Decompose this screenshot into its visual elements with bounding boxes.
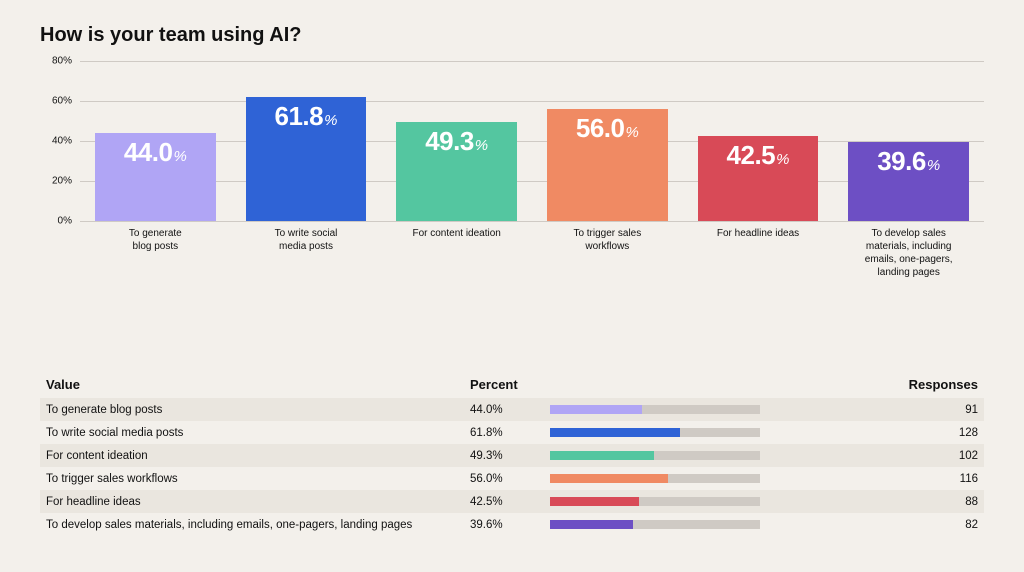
col-header-responses: Responses — [780, 377, 984, 392]
table-row: For headline ideas42.5% 88 — [40, 490, 984, 513]
bar-slot: 61.8%To write socialmedia posts — [231, 61, 382, 221]
page: How is your team using AI? 0% 20% 40% 60% 80… — [0, 0, 1024, 572]
mini-bar-fill — [550, 474, 668, 483]
mini-bar-track — [550, 428, 760, 437]
cell-value: For headline ideas — [40, 496, 470, 508]
bar-value-number: 44.0 — [124, 137, 173, 168]
cell-responses: 91 — [780, 404, 984, 416]
cell-value: To generate blog posts — [40, 404, 470, 416]
bar-value-label: 61.8% — [246, 101, 367, 132]
bar-value-number: 56.0 — [576, 113, 625, 144]
table-row: For content ideation49.3% 102 — [40, 444, 984, 467]
bar-value-number: 61.8 — [275, 101, 324, 132]
table-row: To trigger sales workflows56.0% 116 — [40, 467, 984, 490]
cell-percent: 61.8% — [470, 427, 550, 439]
col-header-value: Value — [40, 377, 470, 392]
cell-mini-bar — [550, 474, 780, 483]
bar: 42.5% — [698, 136, 819, 221]
table-header-row: Value Percent Responses — [40, 373, 984, 398]
bar-slot: 39.6%To develop salesmaterials, includin… — [833, 61, 984, 221]
bar-value-label: 44.0% — [95, 137, 216, 168]
mini-bar-track — [550, 520, 760, 529]
bar-value-label: 56.0% — [547, 113, 668, 144]
bar-slot: 42.5%For headline ideas — [683, 61, 834, 221]
y-tick-label: 0% — [58, 216, 72, 227]
page-title: How is your team using AI? — [40, 24, 984, 47]
cell-percent: 44.0% — [470, 404, 550, 416]
cell-responses: 116 — [780, 473, 984, 485]
bar: 61.8% — [246, 97, 367, 221]
percent-icon: % — [475, 137, 488, 154]
bar-caption: For content ideation — [397, 227, 517, 240]
percent-icon: % — [625, 124, 638, 141]
bar-caption: To develop salesmaterials, includingemai… — [849, 227, 969, 279]
mini-bar-fill — [550, 520, 633, 529]
bar-caption: For headline ideas — [698, 227, 818, 240]
mini-bar-fill — [550, 428, 680, 437]
cell-mini-bar — [550, 451, 780, 460]
table-row: To write social media posts61.8% 128 — [40, 421, 984, 444]
bar-chart: 0%20%40%60%80% 44.0%To generateblog post… — [40, 61, 984, 281]
mini-bar-track — [550, 451, 760, 460]
bars-container: 44.0%To generateblog posts61.8%To write … — [80, 61, 984, 221]
y-tick-label: 20% — [52, 176, 72, 187]
cell-percent: 49.3% — [470, 450, 550, 462]
cell-percent: 39.6% — [470, 519, 550, 531]
percent-icon: % — [324, 112, 337, 129]
mini-bar-track — [550, 474, 760, 483]
cell-mini-bar — [550, 497, 780, 506]
cell-percent: 56.0% — [470, 473, 550, 485]
percent-icon: % — [776, 151, 789, 168]
cell-responses: 88 — [780, 496, 984, 508]
cell-mini-bar — [550, 405, 780, 414]
table-row: To generate blog posts44.0% 91 — [40, 398, 984, 421]
bar: 44.0% — [95, 133, 216, 221]
bar-value-number: 49.3 — [425, 126, 474, 157]
cell-value: For content ideation — [40, 450, 470, 462]
percent-icon: % — [173, 148, 186, 165]
cell-mini-bar — [550, 428, 780, 437]
mini-bar-track — [550, 497, 760, 506]
bar: 39.6% — [848, 142, 969, 221]
cell-responses: 128 — [780, 427, 984, 439]
y-tick-label: 60% — [52, 96, 72, 107]
bar-value-label: 39.6% — [848, 146, 969, 177]
cell-value: To develop sales materials, including em… — [40, 519, 470, 531]
bar-caption: To trigger salesworkflows — [547, 227, 667, 253]
mini-bar-fill — [550, 451, 654, 460]
grid-line — [80, 221, 984, 222]
bar-caption: To write socialmedia posts — [246, 227, 366, 253]
table-body: To generate blog posts44.0% 91 To write so… — [40, 398, 984, 536]
cell-mini-bar — [550, 520, 780, 529]
cell-responses: 102 — [780, 450, 984, 462]
col-header-percent: Percent — [470, 377, 550, 392]
mini-bar-track — [550, 405, 760, 414]
bar-slot: 56.0%To trigger salesworkflows — [532, 61, 683, 221]
cell-value: To write social media posts — [40, 427, 470, 439]
cell-responses: 82 — [780, 519, 984, 531]
y-axis: 0%20%40%60%80% — [40, 61, 80, 221]
data-table: Value Percent Responses To generate blog… — [40, 373, 984, 536]
bar-value-label: 49.3% — [396, 126, 517, 157]
bar: 49.3% — [396, 122, 517, 221]
bar-slot: 44.0%To generateblog posts — [80, 61, 231, 221]
mini-bar-fill — [550, 497, 639, 506]
bar-value-number: 42.5 — [727, 140, 776, 171]
bar-caption: To generateblog posts — [95, 227, 215, 253]
cell-percent: 42.5% — [470, 496, 550, 508]
bar-value-label: 42.5% — [698, 140, 819, 171]
y-tick-label: 80% — [52, 56, 72, 67]
bar-slot: 49.3%For content ideation — [381, 61, 532, 221]
percent-icon: % — [927, 157, 940, 174]
mini-bar-fill — [550, 405, 642, 414]
y-tick-label: 40% — [52, 136, 72, 147]
bar: 56.0% — [547, 109, 668, 221]
cell-value: To trigger sales workflows — [40, 473, 470, 485]
table-row: To develop sales materials, including em… — [40, 513, 984, 536]
bar-value-number: 39.6 — [877, 146, 926, 177]
